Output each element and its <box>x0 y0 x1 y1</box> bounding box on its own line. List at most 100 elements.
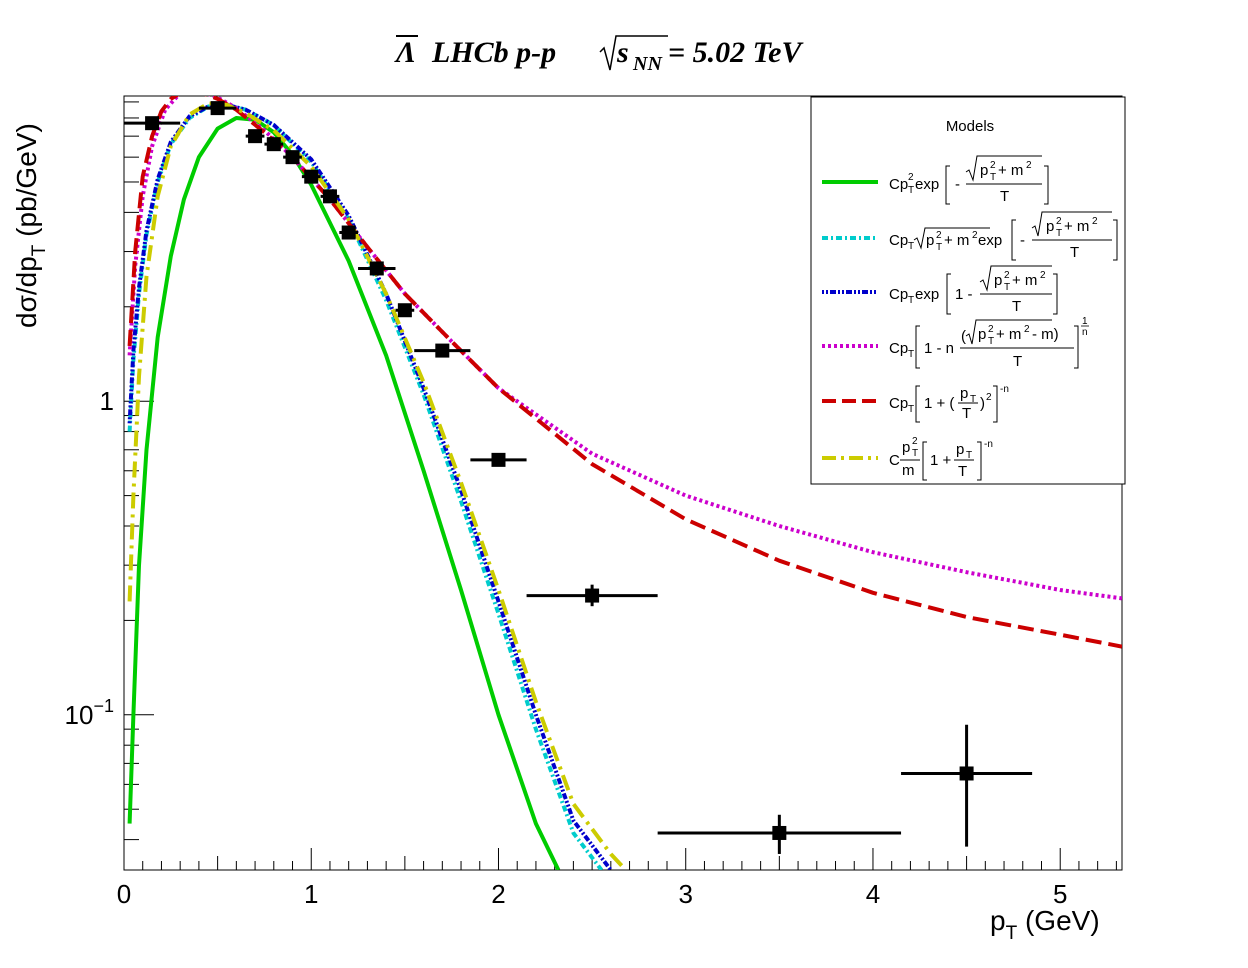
svg-text:p: p <box>994 272 1002 289</box>
svg-text:2: 2 <box>912 436 918 447</box>
svg-text:p: p <box>978 326 986 343</box>
svg-text:+ m: + m <box>996 326 1021 343</box>
data-point-marker <box>772 825 787 840</box>
svg-text:T: T <box>908 349 914 360</box>
svg-text:T: T <box>912 448 918 459</box>
svg-text:T: T <box>1000 188 1009 205</box>
svg-text:exp: exp <box>978 232 1002 249</box>
svg-text:T: T <box>970 394 976 405</box>
svg-text:p: p <box>956 441 964 458</box>
data-point-marker <box>959 766 974 781</box>
legend-formula-cyan: Cp T p 2 T + m 2 exp - p 2 T + m 2 T <box>889 211 1118 261</box>
svg-text:2: 2 <box>986 392 992 403</box>
data-point-marker <box>397 303 412 318</box>
data-point-marker <box>341 225 356 240</box>
svg-text:p: p <box>1046 218 1054 235</box>
svg-text:(: ( <box>961 328 966 345</box>
svg-text:-: - <box>955 176 960 193</box>
legend-formula-green: Cp 2 T exp - p 2 T + m 2 T <box>889 155 1049 205</box>
svg-text:2: 2 <box>1026 160 1032 171</box>
title-main: LHCb p-p <box>431 36 556 69</box>
svg-text:T: T <box>958 463 967 480</box>
x-tick-label: 0 <box>117 879 131 909</box>
legend-formula-yellow: C p 2 T m 1 + p T T -n <box>889 436 993 481</box>
svg-text:2: 2 <box>972 230 978 241</box>
model-curve-5 <box>127 101 628 870</box>
svg-text:p: p <box>980 162 988 179</box>
svg-text:2: 2 <box>1004 270 1010 281</box>
svg-text:+ m: + m <box>1012 272 1037 289</box>
y-tick-label: 1 <box>100 386 114 416</box>
svg-text:1: 1 <box>1082 316 1088 327</box>
svg-text:- m): - m) <box>1032 326 1059 343</box>
svg-text:1 -: 1 - <box>955 286 973 303</box>
title-sqrt-s-sub: NN <box>632 53 663 75</box>
svg-text:T: T <box>962 405 971 422</box>
x-axis-ticks: 0 1 2 3 4 5 <box>117 848 1117 909</box>
data-point-marker <box>585 588 600 603</box>
svg-text:T: T <box>908 295 914 306</box>
data-point-marker <box>435 343 450 358</box>
svg-text:T: T <box>908 241 914 252</box>
data-point-marker <box>248 129 263 144</box>
svg-text:exp: exp <box>915 286 939 303</box>
svg-text:Cp: Cp <box>889 340 908 357</box>
svg-text:Cp: Cp <box>889 232 908 249</box>
svg-text:p: p <box>926 232 934 249</box>
svg-text:T: T <box>908 404 914 415</box>
model-curve-2 <box>127 103 613 870</box>
svg-text:1 + (: 1 + ( <box>924 395 954 412</box>
x-tick-label: 4 <box>866 879 880 909</box>
svg-text:2: 2 <box>988 324 994 335</box>
title-sqrt-s: s <box>616 36 629 69</box>
svg-text:2: 2 <box>990 160 996 171</box>
svg-text:T: T <box>936 242 942 253</box>
title-sqrt-symbol <box>599 35 668 71</box>
svg-text:T: T <box>1004 282 1010 293</box>
data-point-marker <box>491 452 506 467</box>
svg-text:p: p <box>902 439 910 456</box>
legend-formula-magenta: Cp T 1 - n ( p 2 T + m 2 - m) T 1 n <box>889 316 1089 370</box>
svg-text:T: T <box>1013 353 1022 370</box>
svg-text:2: 2 <box>1024 324 1030 335</box>
svg-text:-n: -n <box>1000 384 1009 395</box>
svg-text:p: p <box>960 385 968 402</box>
svg-text:T: T <box>966 450 972 461</box>
svg-text:T: T <box>1012 298 1021 315</box>
data-point-marker <box>322 189 337 204</box>
svg-text:+ m: + m <box>998 162 1023 179</box>
svg-text:T: T <box>1056 228 1062 239</box>
data-point-marker <box>266 137 281 152</box>
data-point-marker <box>369 261 384 276</box>
data-point-marker <box>304 169 319 184</box>
svg-text:+ m: + m <box>1064 218 1089 235</box>
y-axis-ticks: 1 10−1 <box>65 101 154 841</box>
data-point-marker <box>145 116 160 131</box>
x-tick-label: 3 <box>678 879 692 909</box>
svg-text:2: 2 <box>1040 270 1046 281</box>
legend-formula-blue: Cp T exp 1 - p 2 T + m 2 T <box>889 265 1058 315</box>
chart-title: Λ LHCb p-p s NN = 5.02 TeV <box>394 35 804 75</box>
svg-text:exp: exp <box>915 176 939 193</box>
x-tick-label: 2 <box>491 879 505 909</box>
svg-text:2: 2 <box>908 172 914 183</box>
svg-text:1 +: 1 + <box>930 452 952 469</box>
svg-text:+ m: + m <box>944 232 969 249</box>
svg-text:T: T <box>1070 244 1079 261</box>
svg-text:Cp: Cp <box>889 286 908 303</box>
x-tick-label: 1 <box>304 879 318 909</box>
x-axis-label: pT (GeV) <box>990 905 1100 944</box>
svg-text:-n: -n <box>984 439 993 450</box>
legend-formula-red: Cp T 1 + ( p T T ) 2 -n <box>889 384 1009 423</box>
svg-text:1 - n: 1 - n <box>924 340 954 357</box>
legend-title: Models <box>946 118 994 135</box>
title-lambda: Λ <box>394 36 416 69</box>
svg-text:T: T <box>988 336 994 347</box>
svg-text:2: 2 <box>936 230 942 241</box>
svg-text:): ) <box>980 395 985 412</box>
legend: Models Cp 2 T exp - p 2 T + m 2 T Cp <box>810 96 1126 485</box>
data-point-marker <box>210 101 225 116</box>
svg-text:n: n <box>1082 327 1088 338</box>
x-tick-label: 5 <box>1053 879 1067 909</box>
